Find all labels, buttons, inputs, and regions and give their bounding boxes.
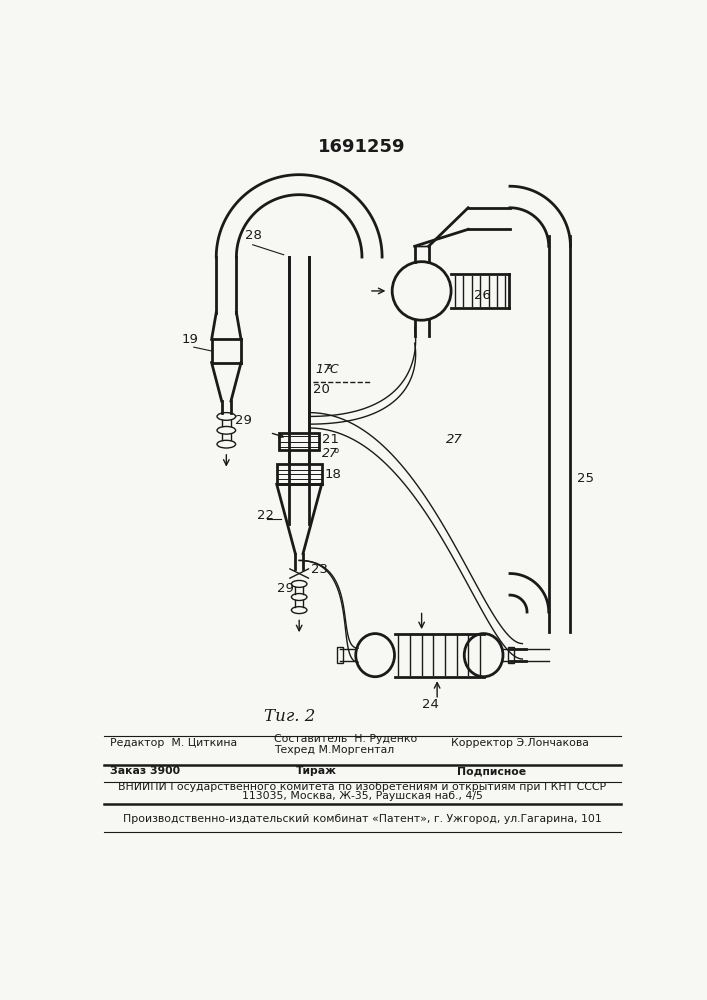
Bar bbox=[276, 464, 322, 484]
Text: Техред М.Моргентал: Техред М.Моргентал bbox=[274, 745, 395, 755]
Text: 21: 21 bbox=[322, 433, 339, 446]
Text: o: o bbox=[327, 362, 332, 371]
Text: C: C bbox=[329, 363, 338, 376]
Text: 29: 29 bbox=[277, 582, 294, 595]
Bar bbox=[337, 647, 344, 663]
Text: 24: 24 bbox=[421, 698, 438, 711]
Text: o: o bbox=[333, 446, 339, 455]
Text: 18: 18 bbox=[325, 468, 341, 481]
Text: 22: 22 bbox=[257, 509, 274, 522]
Text: Производственно-издательский комбинат «Патент», г. Ужгород, ул.Гагарина, 101: Производственно-издательский комбинат «П… bbox=[122, 814, 602, 824]
Text: Подписное: Подписное bbox=[457, 766, 525, 776]
Text: 27: 27 bbox=[322, 447, 339, 460]
Text: 17: 17 bbox=[315, 363, 332, 376]
Text: Заказ 3900: Заказ 3900 bbox=[110, 766, 180, 776]
Text: 27: 27 bbox=[446, 433, 463, 446]
Text: 29: 29 bbox=[235, 414, 252, 427]
Text: 113035, Москва, Ж-35, Раушская наб., 4/5: 113035, Москва, Ж-35, Раушская наб., 4/5 bbox=[242, 791, 482, 801]
Text: Составитель  Н. Руденко: Составитель Н. Руденко bbox=[274, 734, 418, 744]
Text: Корректор Э.Лончакова: Корректор Э.Лончакова bbox=[451, 738, 589, 748]
Bar bbox=[508, 647, 514, 663]
Text: Редактор  М. Циткина: Редактор М. Циткина bbox=[110, 738, 238, 748]
Text: Тираж: Тираж bbox=[296, 766, 337, 776]
Text: 1691259: 1691259 bbox=[318, 138, 406, 156]
Text: 19: 19 bbox=[182, 333, 198, 346]
Bar bbox=[279, 433, 320, 450]
Text: 23: 23 bbox=[311, 563, 328, 576]
Text: 20: 20 bbox=[313, 383, 330, 396]
Text: ВНИИПИ Государственного комитета по изобретениям и открытиям при ГКНТ СССР: ВНИИПИ Государственного комитета по изоб… bbox=[118, 782, 606, 792]
Text: 28: 28 bbox=[245, 229, 262, 242]
Text: Τиг. 2: Τиг. 2 bbox=[264, 708, 315, 725]
Text: 26: 26 bbox=[474, 289, 491, 302]
Text: 25: 25 bbox=[577, 472, 594, 485]
